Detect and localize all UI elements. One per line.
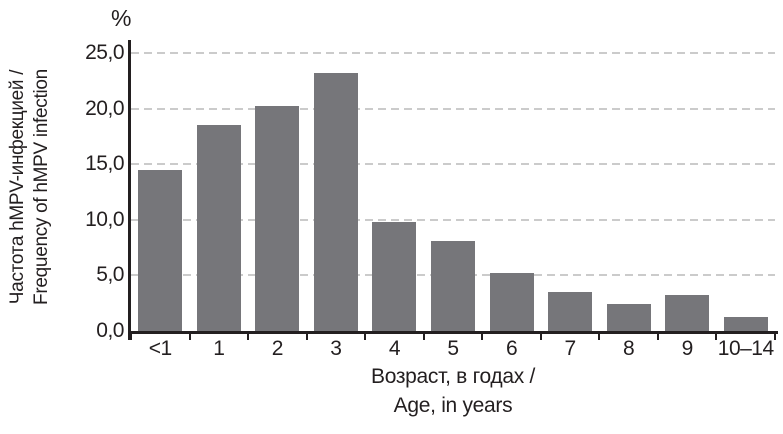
x-tick-mark — [130, 331, 132, 340]
x-tick-mark — [715, 331, 718, 340]
y-axis-unit-label: % — [111, 5, 131, 31]
y-axis-title-line-ru: Частота hMPV-инфекцией / — [7, 69, 28, 305]
gridline — [131, 218, 775, 221]
x-tick-label: 9 — [681, 337, 694, 360]
y-tick-label: 10,0 — [85, 207, 124, 231]
x-tick-label: 10–14 — [717, 337, 774, 360]
y-tick-label: 5,0 — [96, 263, 124, 287]
gridline — [131, 163, 775, 166]
x-tick-label: <1 — [148, 337, 172, 360]
x-tick-label: 8 — [623, 337, 635, 360]
x-tick-labels: <1 1 2 3 4 5 6 7 8 9 10–14 — [131, 337, 775, 362]
bar-age-7 — [548, 292, 593, 331]
y-tick-label: 0,0 — [96, 319, 124, 342]
bar-age-<1 — [138, 169, 183, 331]
x-tick-label: 6 — [505, 337, 518, 360]
bar-age-9 — [665, 295, 710, 331]
x-tick-label: 4 — [388, 337, 401, 360]
x-axis-title-line-ru: Возраст, в годах / — [370, 365, 535, 388]
x-tick-label: 3 — [330, 337, 342, 360]
bar-age-6 — [489, 273, 534, 331]
bar-age-4 — [372, 222, 417, 331]
x-axis-line — [128, 331, 778, 334]
x-tick-mark — [422, 331, 425, 340]
x-tick-mark — [539, 331, 542, 340]
y-tick-label: 25,0 — [85, 41, 124, 64]
plot-area — [130, 43, 776, 340]
gridline — [131, 107, 775, 110]
bar-age-3 — [313, 73, 358, 331]
x-tick-mark — [364, 331, 367, 340]
bar-age-8 — [606, 304, 651, 331]
x-tick-mark — [598, 331, 601, 340]
bar-age-5 — [431, 240, 475, 331]
gridline — [131, 52, 775, 55]
x-tick-label: 5 — [447, 337, 459, 360]
x-tick-mark — [247, 331, 250, 340]
x-tick-label: 1 — [213, 337, 225, 360]
x-tick-mark — [188, 331, 191, 340]
x-tick-label: 2 — [271, 337, 284, 360]
x-axis-title-line-en: Age, in years — [393, 394, 513, 417]
x-tick-mark — [774, 331, 776, 340]
x-tick-label: 7 — [564, 337, 576, 360]
bar-age-1 — [196, 125, 241, 331]
x-axis-title: Возраст, в годах / Age, in years — [131, 362, 775, 420]
y-tick-label: 20,0 — [85, 96, 124, 120]
y-tick-label: 15,0 — [85, 152, 124, 176]
y-axis-title-line-en: Frequency of hMPV infection — [31, 69, 52, 305]
x-tick-mark — [305, 331, 308, 340]
bar-age-2 — [255, 106, 300, 331]
x-tick-mark — [656, 331, 659, 340]
y-axis-line — [128, 40, 131, 340]
x-tick-mark — [481, 331, 484, 340]
bar-age-10–14 — [723, 316, 768, 331]
y-axis-title: Частота hMPV-инфекцией / Frequency of hM… — [6, 22, 54, 352]
